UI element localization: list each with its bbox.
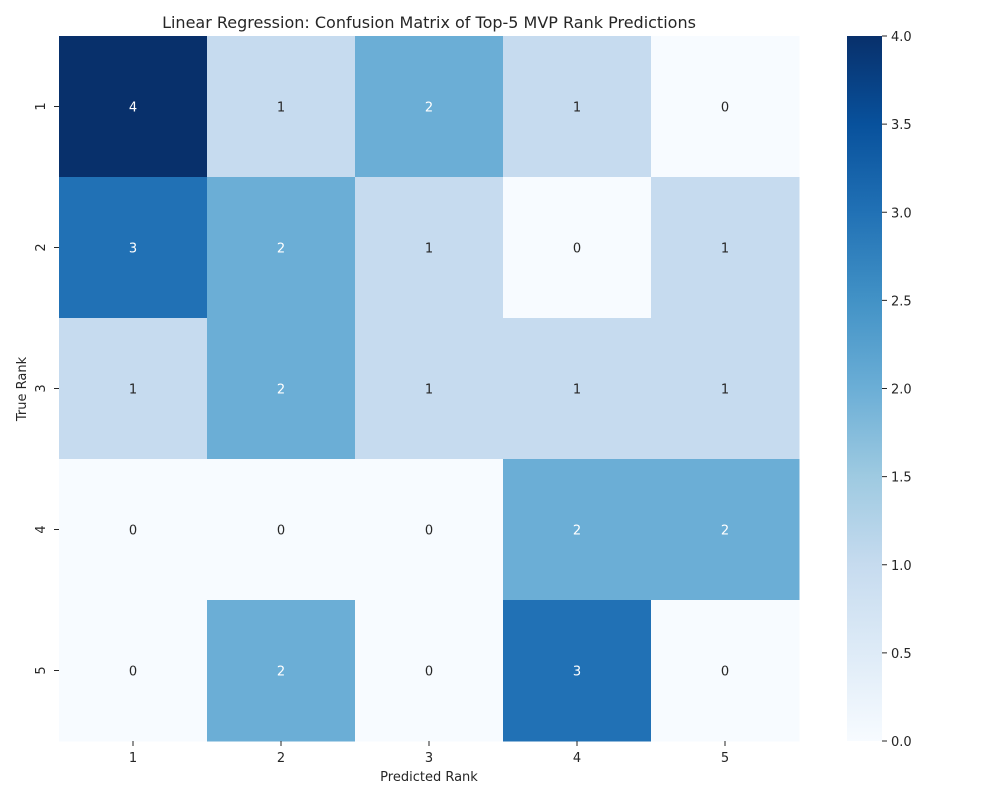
heatmap-cells: 4 1 2 1 0 3 2 1 0 1 1 2 1 1 1 0 0 0 2 2 0 2 0 3 0 <box>59 36 800 742</box>
cell-value-label: 0 <box>721 101 729 116</box>
heatmap-cell <box>207 318 356 460</box>
heatmap-cell <box>207 600 356 742</box>
cell-value-label: 2 <box>277 665 285 680</box>
y-axis-ticks: 1 2 3 4 5 <box>34 102 59 675</box>
heatmap-cell <box>355 36 504 178</box>
heatmap-cell <box>651 36 800 178</box>
cell-value-label: 0 <box>721 665 729 680</box>
y-tick-label: 4 <box>34 525 49 533</box>
heatmap-cell <box>207 459 356 601</box>
heatmap-cell <box>503 318 652 460</box>
cell-value-label: 0 <box>425 665 433 680</box>
y-tick-label: 5 <box>34 666 49 674</box>
x-tick-label: 1 <box>129 751 137 766</box>
cell-value-label: 2 <box>277 242 285 257</box>
heatmap-cell <box>651 459 800 601</box>
heatmap-cell <box>503 177 652 319</box>
cell-value-label: 4 <box>129 101 137 116</box>
heatmap-cell <box>59 318 208 460</box>
cell-value-label: 1 <box>573 101 581 116</box>
colorbar-tick-label: 1.0 <box>891 559 912 574</box>
cell-value-label: 3 <box>129 242 137 257</box>
heatmap-cell <box>59 36 208 178</box>
cell-value-label: 1 <box>425 383 433 398</box>
colorbar <box>847 36 882 741</box>
y-tick-label: 2 <box>34 243 49 251</box>
cell-value-label: 0 <box>129 524 137 539</box>
cell-value-label: 1 <box>277 101 285 116</box>
colorbar-tick-label: 3.0 <box>891 206 912 221</box>
x-axis-ticks: 1 2 3 4 5 <box>129 741 729 766</box>
heatmap-cell <box>207 36 356 178</box>
cell-value-label: 0 <box>129 665 137 680</box>
heatmap-cell <box>355 318 504 460</box>
colorbar-ticks: 0.0 0.5 1.0 1.5 2.0 2.5 3.0 3.5 4.0 <box>882 30 912 750</box>
cell-value-label: 2 <box>425 101 433 116</box>
colorbar-tick-label: 1.5 <box>891 471 912 486</box>
cell-value-label: 2 <box>277 383 285 398</box>
x-tick-label: 5 <box>721 751 729 766</box>
heatmap-cell <box>651 318 800 460</box>
heatmap-cell <box>651 600 800 742</box>
cell-value-label: 0 <box>277 524 285 539</box>
colorbar-tick-label: 0.0 <box>891 735 912 750</box>
y-axis-title: True Rank <box>15 356 30 422</box>
x-tick-label: 3 <box>425 751 433 766</box>
cell-value-label: 1 <box>425 242 433 257</box>
colorbar-tick-label: 0.5 <box>891 647 912 662</box>
cell-value-label: 1 <box>573 383 581 398</box>
colorbar-tick-label: 4.0 <box>891 30 912 45</box>
colorbar-tick-label: 2.0 <box>891 383 912 398</box>
x-tick-label: 4 <box>573 751 581 766</box>
heatmap-cell <box>503 36 652 178</box>
heatmap-cell <box>355 177 504 319</box>
x-axis-title: Predicted Rank <box>380 770 478 785</box>
cell-value-label: 0 <box>573 242 581 257</box>
heatmap-cell <box>59 177 208 319</box>
heatmap-cell <box>503 459 652 601</box>
heatmap-cell <box>59 459 208 601</box>
cell-value-label: 2 <box>721 524 729 539</box>
cell-value-label: 1 <box>721 383 729 398</box>
chart-title: Linear Regression: Confusion Matrix of T… <box>162 13 696 32</box>
colorbar-tick-label: 3.5 <box>891 118 912 133</box>
cell-value-label: 2 <box>573 524 581 539</box>
heatmap-cell <box>355 459 504 601</box>
heatmap-cell <box>651 177 800 319</box>
heatmap-cell <box>355 600 504 742</box>
cell-value-label: 0 <box>425 524 433 539</box>
cell-value-label: 3 <box>573 665 581 680</box>
x-tick-label: 2 <box>277 751 285 766</box>
heatmap-cell <box>59 600 208 742</box>
heatmap-cell <box>503 600 652 742</box>
cell-value-label: 1 <box>129 383 137 398</box>
y-tick-label: 1 <box>34 102 49 110</box>
cell-value-label: 1 <box>721 242 729 257</box>
heatmap-cell <box>207 177 356 319</box>
colorbar-tick-label: 2.5 <box>891 294 912 309</box>
y-tick-label: 3 <box>34 384 49 392</box>
